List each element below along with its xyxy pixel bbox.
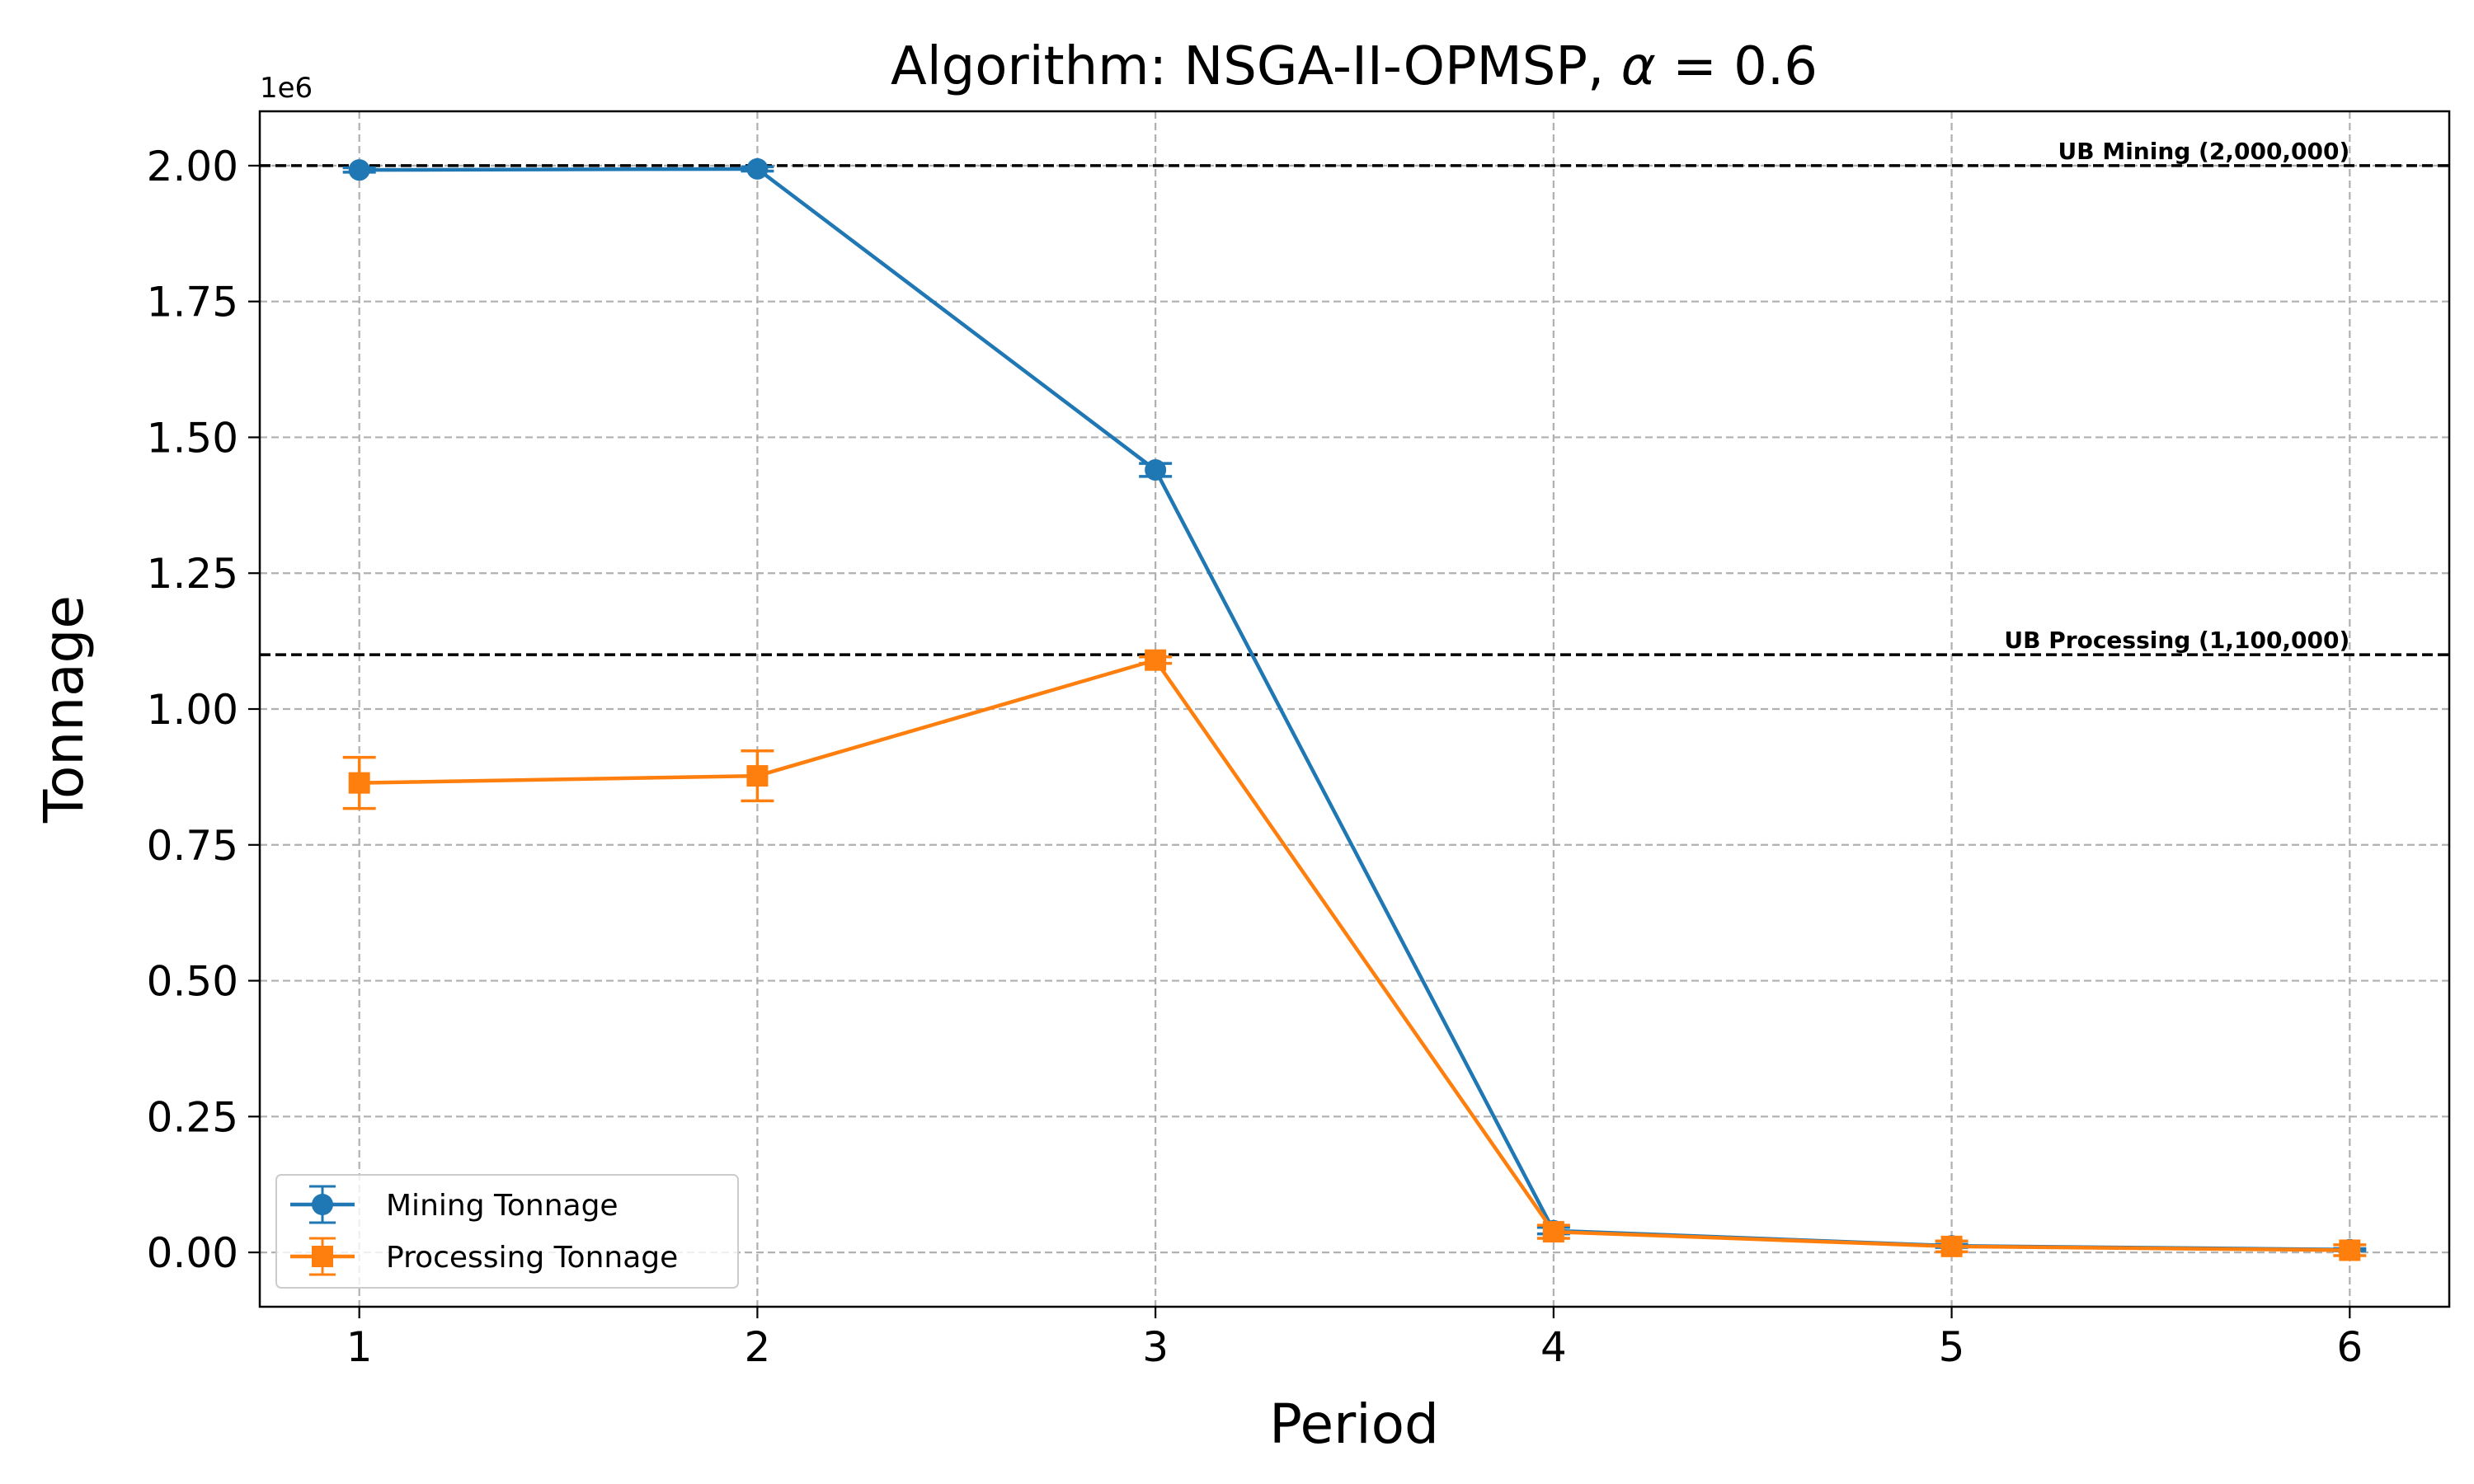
ticks: 1 2 3 4 5 6 0.00 0.25 0.50 0.75 1.00 1.25 1.50 1.75 2.…: [147, 143, 2363, 1371]
legend-marker: [312, 1194, 333, 1215]
series-group: [342, 157, 2367, 1261]
x-tick-label: 1: [346, 1323, 373, 1371]
series-processing-tonnage: [342, 649, 2367, 1261]
y-offset-label: 1e6: [260, 72, 313, 105]
y-tick-label: 1.00: [147, 686, 238, 734]
chart-title: Algorithm: NSGA-II-OPMSP, α = 0.6: [891, 36, 1818, 97]
y-tick-label: 1.50: [147, 414, 238, 462]
data-point: [746, 157, 769, 180]
legend-label: Processing Tonnage: [386, 1241, 678, 1275]
legend: Mining Tonnage Processing Tonnage: [275, 1174, 739, 1289]
x-tick-label: 6: [2336, 1323, 2363, 1371]
data-point: [348, 772, 370, 794]
data-point: [1145, 459, 1167, 481]
y-tick-label: 0.50: [147, 958, 238, 1006]
y-tick-label: 0.75: [147, 822, 238, 870]
x-tick-label: 3: [1142, 1323, 1169, 1371]
y-tick-label: 1.75: [147, 279, 238, 326]
data-point: [746, 765, 769, 787]
legend-marker: [312, 1246, 333, 1267]
plot-frame: [258, 110, 2451, 1308]
data-point: [1145, 649, 1167, 671]
y-tick-label: 0.00: [147, 1229, 238, 1277]
reference-line-label: UB Mining (2,000,000): [2058, 138, 2350, 165]
y-tick-label: 2.00: [147, 143, 238, 190]
y-tick-label: 0.25: [147, 1093, 238, 1141]
x-tick-label: 5: [1939, 1323, 1965, 1371]
x-axis-label: Period: [1269, 1392, 1439, 1456]
y-tick-label: 1.25: [147, 550, 238, 598]
series-line: [359, 658, 2350, 1252]
data-point: [348, 159, 370, 181]
legend-box: [275, 1174, 739, 1289]
x-tick-label: 2: [745, 1323, 771, 1371]
x-tick-label: 4: [1540, 1323, 1567, 1371]
legend-label: Mining Tonnage: [386, 1189, 618, 1223]
y-axis-label: Tonnage: [32, 595, 96, 824]
data-point: [1940, 1235, 1963, 1257]
reference-line-label: UB Processing (1,100,000): [2004, 627, 2349, 654]
data-point: [1542, 1221, 1564, 1243]
data-point: [2339, 1239, 2361, 1261]
grid: [260, 111, 2449, 1307]
reference-lines: UB Mining (2,000,000) UB Processing (1,10…: [260, 138, 2449, 656]
